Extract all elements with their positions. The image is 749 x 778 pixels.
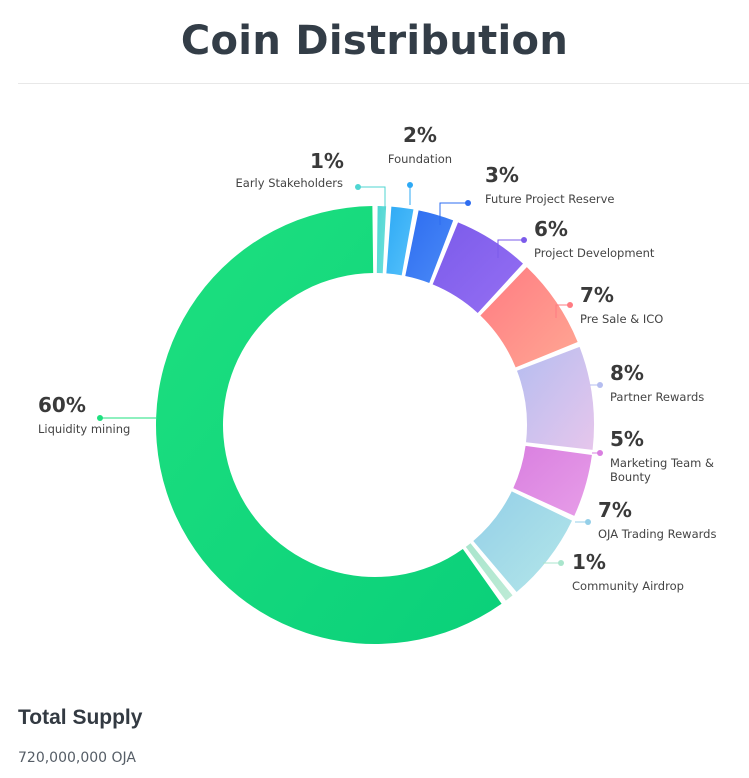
callout-oja-trading-rewards: 7% OJA Trading Rewards [575,498,716,541]
callout-dot [97,415,103,421]
slice-percent-label: 7% [580,283,614,307]
callout-leader-line [439,202,468,225]
callout-partner-rewards: 8% Partner Rewards [590,361,704,404]
slice-percent-label: 5% [610,427,644,451]
slice-category-label: OJA Trading Rewards [598,527,716,541]
callout-dot [597,450,603,456]
slice-category-label: Marketing Team & [610,456,714,470]
callout-leader-line [358,186,386,210]
slice-foundation [386,206,414,276]
callout-future-project-reserve: 3% Future Project Reserve [439,163,615,225]
slice-early-stakeholders [376,206,387,274]
slice-percent-label: 8% [610,361,644,385]
callout-project-development: 6% Project Development [497,217,655,260]
callout-dot [465,200,471,206]
slice-category-label: Bounty [610,470,651,484]
donut-chart: 1% Early Stakeholders 2% Foundation 3% Future… [38,123,716,645]
callout-foundation: 2% Foundation [388,123,452,205]
callout-dot [521,237,527,243]
slice-liquidity-mining [155,206,502,645]
slice-category-label: Project Development [534,246,655,260]
slice-future-project-reserve [405,210,454,284]
slice-category-label: Future Project Reserve [485,192,615,206]
slice-percent-label: 6% [534,217,568,241]
callout-marketing-team-bounty: 5% Marketing Team &Bounty [592,427,714,484]
slice-percent-label: 60% [38,393,86,417]
callout-community-airdrop: 1% Community Airdrop [543,550,684,593]
total-supply-heading: Total Supply [18,706,143,729]
slice-category-label: Partner Rewards [610,390,704,404]
callout-dot [355,184,361,190]
slice-percent-label: 2% [403,123,437,147]
callout-early-stakeholders: 1% Early Stakeholders [236,149,386,210]
slice-community-airdrop [465,543,513,601]
slice-project-development [432,222,523,313]
slice-category-label: Pre Sale & ICO [580,312,663,326]
page-title: Coin Distribution [180,18,569,64]
slice-category-label: Liquidity mining [38,422,130,436]
slice-percent-label: 7% [598,498,632,522]
slice-percent-label: 3% [485,163,519,187]
slice-pre-sale-ico [480,267,578,368]
callout-dot [567,302,573,308]
slice-percent-label: 1% [310,149,344,173]
callout-dot [407,182,413,188]
donut-callouts: 1% Early Stakeholders 2% Foundation 3% Future… [38,123,716,593]
callout-dot [585,519,591,525]
slice-percent-label: 1% [572,550,606,574]
callout-liquidity-mining: 60% Liquidity mining [38,393,156,436]
callout-pre-sale-ico: 7% Pre Sale & ICO [555,283,663,326]
title-divider [18,83,749,84]
slice-marketing-team-bounty [513,445,592,516]
total-supply-value: 720,000,000 OJA [18,750,136,766]
callout-dot [558,560,564,566]
callout-leader-line [555,304,570,318]
slice-category-label: Foundation [388,152,452,166]
slice-category-label: Community Airdrop [572,579,684,593]
slice-oja-trading-rewards [473,491,573,593]
callout-leader-line [497,239,524,258]
slice-category-label: Early Stakeholders [236,176,344,190]
slice-partner-rewards [516,346,594,450]
donut-slices [155,206,594,645]
callout-dot [597,382,603,388]
